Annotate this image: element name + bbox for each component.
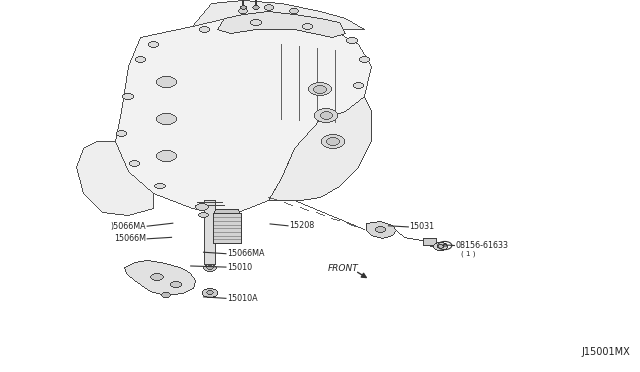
Text: B: B [443,243,447,248]
Text: FRONT: FRONT [328,264,358,273]
Text: 15010A: 15010A [227,294,258,303]
Text: 15208: 15208 [289,221,314,230]
Text: )5066MA: )5066MA [110,222,146,231]
Text: 15031: 15031 [410,222,435,231]
Text: ( 1 ): ( 1 ) [461,250,476,257]
Text: 08156-61633: 08156-61633 [456,241,509,250]
Text: 15066MA: 15066MA [227,249,265,258]
Text: 15010: 15010 [227,263,252,272]
Text: 15066M: 15066M [114,234,146,243]
Text: J15001MX: J15001MX [582,347,630,356]
